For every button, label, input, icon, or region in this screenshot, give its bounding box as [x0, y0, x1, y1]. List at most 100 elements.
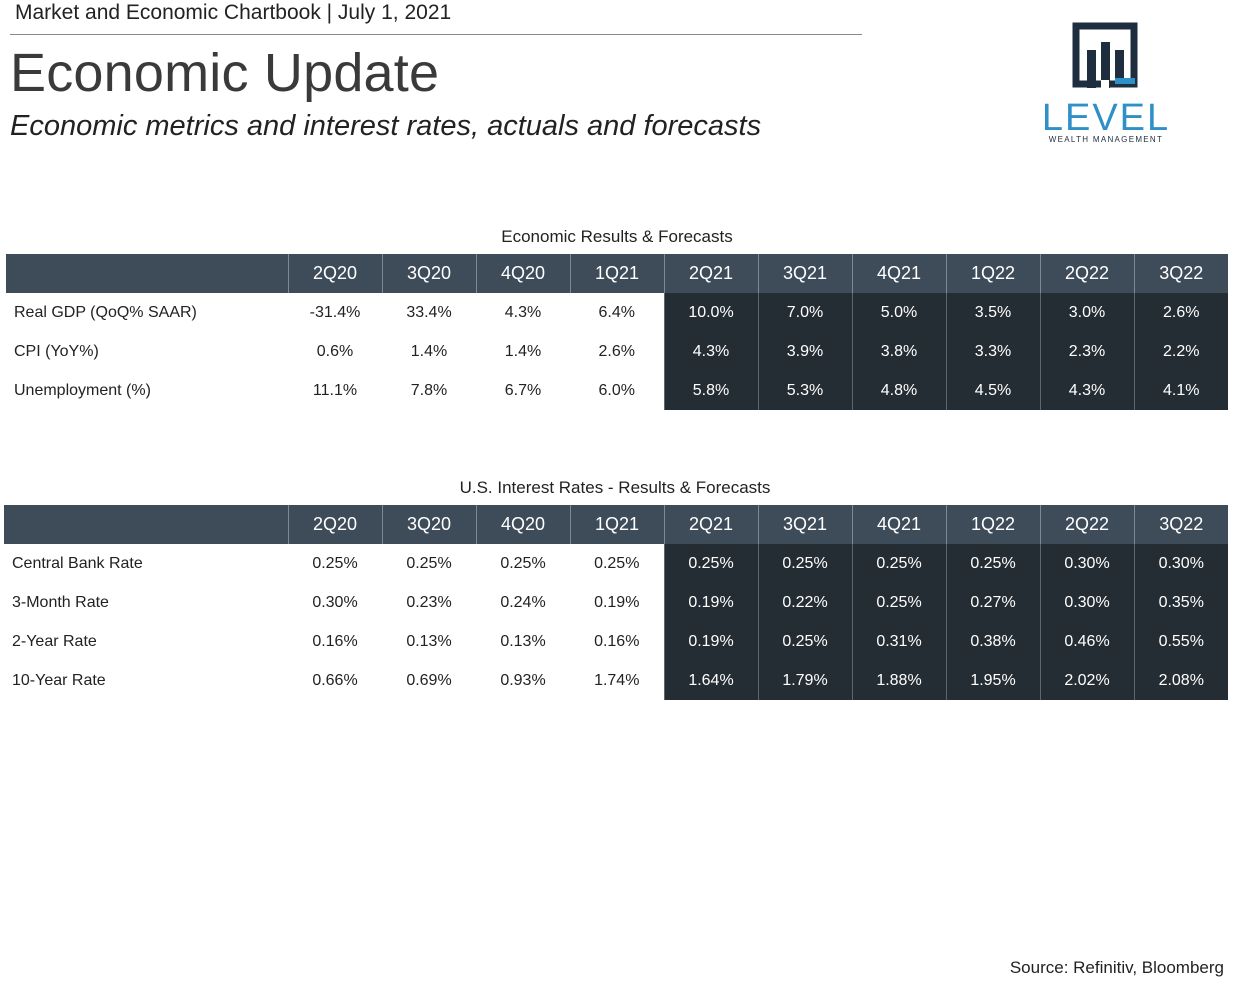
forecast-cell: 1.88% — [851, 661, 946, 700]
actual-cell: 0.69% — [406, 671, 452, 689]
actual-cell: 1.74% — [594, 671, 640, 689]
column-header: 2Q21 — [663, 254, 758, 293]
forecast-cell: 0.25% — [851, 544, 946, 583]
forecast-cell: 2.3% — [1039, 332, 1134, 371]
actual-cell: 2.6% — [598, 342, 635, 360]
column-header: 4Q21 — [851, 505, 946, 544]
column-header: 3Q20 — [381, 254, 476, 293]
actual-cell: 0.25% — [594, 554, 640, 572]
actual-cell: 0.25% — [500, 554, 546, 572]
actual-cell: 6.7% — [504, 381, 542, 399]
forecast-cell: 4.1% — [1133, 371, 1228, 410]
forecast-cell: 3.5% — [945, 293, 1040, 332]
forecast-cell: 2.02% — [1039, 661, 1134, 700]
forecast-cell: 2.08% — [1133, 661, 1228, 700]
actual-cell: 0.30% — [312, 593, 358, 611]
forecast-cell: 0.35% — [1133, 583, 1228, 622]
row-label: Unemployment (%) — [14, 381, 151, 399]
table-row: Unemployment (%) 11.1% 7.8% 6.7% 6.0% 5.8% 5.3… — [6, 371, 1228, 410]
forecast-cell: 1.95% — [945, 661, 1040, 700]
row-label: 3-Month Rate — [12, 593, 109, 611]
actual-cell: 0.66% — [312, 671, 358, 689]
forecast-cell: 0.25% — [663, 544, 758, 583]
forecast-cell: 0.30% — [1039, 544, 1134, 583]
actual-cell: 0.16% — [594, 632, 640, 650]
forecast-cell: 0.30% — [1039, 583, 1134, 622]
column-header: 4Q20 — [475, 254, 570, 293]
forecast-cell: 5.8% — [663, 371, 758, 410]
column-header: 2Q20 — [287, 505, 382, 544]
forecast-cell: 3.3% — [945, 332, 1040, 371]
forecast-cell: 3.8% — [851, 332, 946, 371]
forecast-cell: 0.27% — [945, 583, 1040, 622]
actual-cell: 0.13% — [406, 632, 452, 650]
rates-table-title: U.S. Interest Rates - Results & Forecast… — [459, 478, 771, 497]
forecast-cell: 3.0% — [1039, 293, 1134, 332]
actual-cell: 0.13% — [500, 632, 546, 650]
column-header: 3Q20 — [381, 505, 476, 544]
actual-cell: 1.4% — [410, 342, 448, 360]
page-subtitle: Economic metrics and interest rates, act… — [10, 110, 762, 142]
table-row: Central Bank Rate 0.25% 0.25% 0.25% 0.25% 0.2… — [4, 544, 1228, 583]
column-header: 3Q22 — [1133, 254, 1228, 293]
actual-cell: 0.16% — [312, 632, 358, 650]
forecast-cell: 0.25% — [757, 544, 852, 583]
column-header: 2Q22 — [1039, 505, 1134, 544]
row-label: CPI (YoY%) — [14, 342, 99, 360]
logo-wordmark: LEVEL — [1041, 97, 1171, 139]
source-note: Source: Refinitiv, Bloomberg — [1009, 958, 1224, 977]
column-header: 2Q20 — [287, 254, 382, 293]
forecast-cell: 2.6% — [1133, 293, 1228, 332]
row-label: Central Bank Rate — [12, 554, 143, 572]
column-header: 4Q21 — [851, 254, 946, 293]
table-row: 10-Year Rate 0.66% 0.69% 0.93% 1.74% 1.64% 1.7… — [4, 661, 1228, 700]
forecast-cell: 10.0% — [663, 293, 758, 332]
actual-cell: 7.8% — [410, 381, 448, 399]
table-row: 3-Month Rate 0.30% 0.23% 0.24% 0.19% 0.19% 0.2… — [4, 583, 1228, 622]
column-header: 2Q22 — [1039, 254, 1134, 293]
forecast-cell: 4.3% — [663, 332, 758, 371]
chartbook-label: Market and Economic Chartbook | July 1, … — [15, 1, 452, 24]
column-header: 3Q22 — [1133, 505, 1228, 544]
forecast-cell: 7.0% — [757, 293, 852, 332]
level-logo: LEVEL WEALTH MANAGEMENT — [1036, 22, 1176, 147]
actual-cell: 0.23% — [406, 593, 452, 611]
forecast-cell: 1.79% — [757, 661, 852, 700]
forecast-cell: 0.46% — [1039, 622, 1134, 661]
forecast-cell: 0.31% — [851, 622, 946, 661]
logo-tagline: WEALTH MANAGEMENT — [1048, 135, 1164, 144]
actual-cell: 33.4% — [406, 303, 452, 321]
table-row: Real GDP (QoQ% SAAR) -31.4% 33.4% 4.3% 6.4% 1… — [6, 293, 1228, 332]
economic-results-table: 2Q20 3Q20 4Q20 1Q21 2Q21 3Q21 4Q21 1Q22 2Q22 3Q22… — [6, 254, 1228, 410]
forecast-cell: 5.3% — [757, 371, 852, 410]
header-corner — [6, 254, 288, 293]
actual-cell: 0.93% — [500, 671, 546, 689]
forecast-cell: 1.64% — [663, 661, 758, 700]
column-header: 1Q22 — [945, 505, 1040, 544]
forecast-cell: 0.19% — [663, 622, 758, 661]
column-header: 1Q21 — [569, 505, 664, 544]
column-header: 3Q21 — [757, 254, 852, 293]
actual-cell: 0.24% — [500, 593, 546, 611]
forecast-cell: 4.5% — [945, 371, 1040, 410]
forecast-cell: 0.30% — [1133, 544, 1228, 583]
row-label: 10-Year Rate — [12, 671, 106, 689]
header-divider — [10, 34, 862, 35]
table-row: CPI (YoY%) 0.6% 1.4% 1.4% 2.6% 4.3% 3.9% 3.8% 3.… — [6, 332, 1228, 371]
economic-table-title: Economic Results & Forecasts — [501, 227, 733, 246]
interest-rates-table: 2Q20 3Q20 4Q20 1Q21 2Q21 3Q21 4Q21 1Q22 2Q22 3Q22… — [4, 505, 1228, 700]
forecast-cell: 0.22% — [757, 583, 852, 622]
actual-cell: 6.4% — [598, 303, 635, 321]
header-corner — [4, 505, 288, 544]
column-header: 3Q21 — [757, 505, 852, 544]
table-header-row: 2Q20 3Q20 4Q20 1Q21 2Q21 3Q21 4Q21 1Q22 2Q22 3Q22 — [6, 254, 1228, 293]
bar-chart-logo-icon — [1072, 22, 1138, 88]
actual-cell: 0.25% — [406, 554, 452, 572]
forecast-cell: 5.0% — [851, 293, 946, 332]
forecast-cell: 0.38% — [945, 622, 1040, 661]
column-header: 4Q20 — [475, 505, 570, 544]
row-label: Real GDP (QoQ% SAAR) — [14, 303, 197, 321]
forecast-cell: 0.25% — [851, 583, 946, 622]
forecast-cell: 2.2% — [1133, 332, 1228, 371]
column-header: 1Q22 — [945, 254, 1040, 293]
